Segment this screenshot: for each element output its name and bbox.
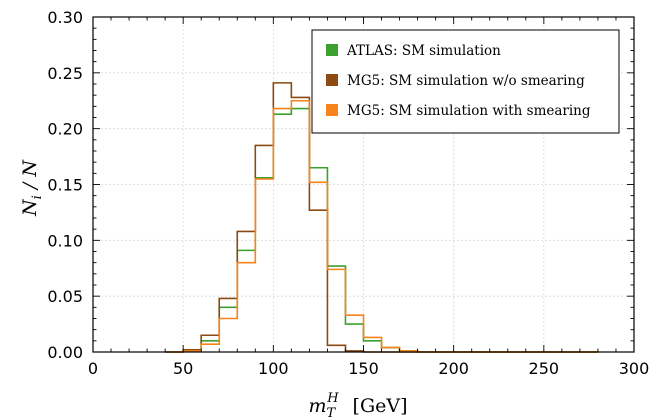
legend-swatch-3 <box>326 104 338 116</box>
x-tick-label: 50 <box>173 359 193 378</box>
x-tick-label: 0 <box>88 359 98 378</box>
x-tick-label: 300 <box>619 359 650 378</box>
x-tick-label: 200 <box>438 359 469 378</box>
legend-swatch-2 <box>326 74 338 86</box>
y-tick-label: 0.15 <box>47 176 83 195</box>
y-axis-title: Ni / N <box>19 159 45 217</box>
x-tick-label: 150 <box>348 359 379 378</box>
axis-ticks <box>92 16 635 353</box>
y-tick-label: 0.25 <box>47 64 83 83</box>
legend-label-2: MG5: SM simulation w/o smearing <box>347 73 585 89</box>
y-tick-label: 0.30 <box>47 8 83 27</box>
legend-swatch-1 <box>326 44 338 56</box>
legend: ATLAS: SM simulation MG5: SM simulation w… <box>311 29 620 134</box>
y-tick-label: 0.00 <box>47 343 83 362</box>
series-line-1 <box>165 107 598 353</box>
y-tick-label: 0.05 <box>47 287 83 306</box>
x-axis-title: mTH [GeV] <box>308 391 407 420</box>
x-tick-label: 250 <box>529 359 560 378</box>
series-line-3 <box>165 99 598 353</box>
legend-box <box>311 29 620 134</box>
y-tick-label: 0.10 <box>47 231 83 250</box>
axis-tick-labels: 0 50 100 150 200 250 300 0.00 0.05 0.10 0.15 0.20 0.… <box>47 8 649 378</box>
legend-label-3: MG5: SM simulation with smearing <box>347 103 591 119</box>
y-tick-label: 0.20 <box>47 120 83 139</box>
legend-label-1: ATLAS: SM simulation <box>346 43 501 59</box>
x-tick-label: 100 <box>258 359 289 378</box>
